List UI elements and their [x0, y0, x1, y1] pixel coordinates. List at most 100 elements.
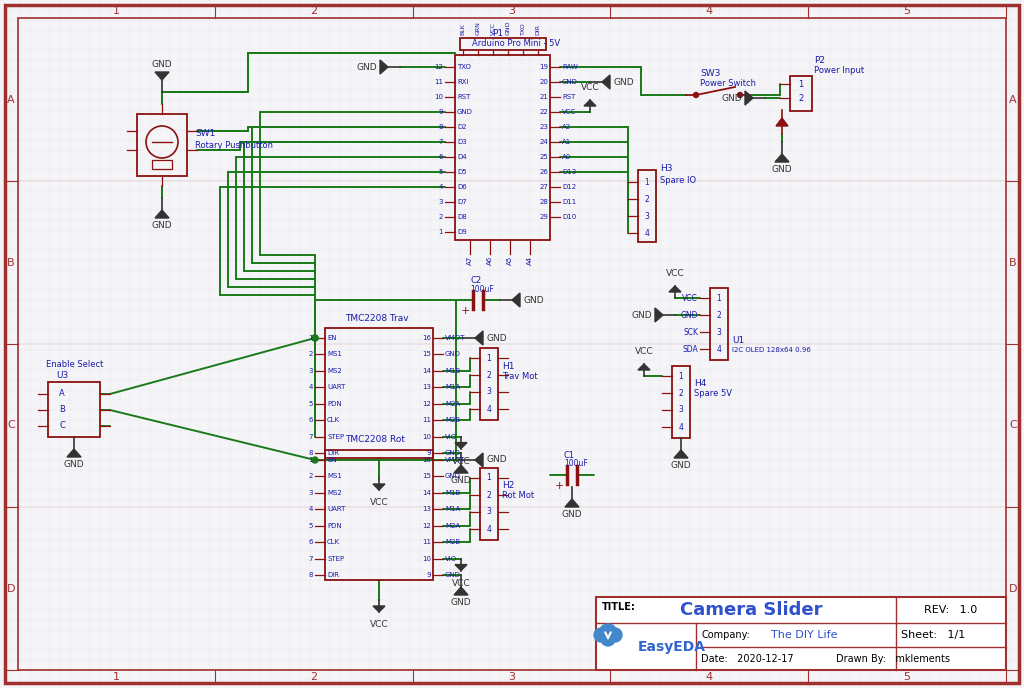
Text: A7: A7 — [467, 256, 473, 266]
Polygon shape — [669, 286, 681, 292]
Text: A: A — [1010, 94, 1017, 105]
Circle shape — [601, 632, 615, 646]
Text: Company:: Company: — [701, 630, 750, 640]
Text: 12: 12 — [422, 523, 431, 528]
Text: TMC2208 Trav: TMC2208 Trav — [345, 314, 409, 323]
Text: 3: 3 — [308, 490, 313, 496]
Text: D7: D7 — [457, 199, 467, 205]
Text: 8: 8 — [438, 124, 443, 130]
Text: 21: 21 — [539, 94, 548, 100]
Text: GRN: GRN — [475, 21, 480, 35]
Bar — [710, 288, 728, 360]
Text: 3: 3 — [486, 387, 492, 396]
Text: 3: 3 — [679, 405, 683, 414]
Text: 5: 5 — [438, 169, 443, 175]
Text: 7: 7 — [308, 556, 313, 561]
Text: 6: 6 — [308, 417, 313, 423]
Text: 1: 1 — [717, 294, 721, 303]
Text: GND: GND — [632, 310, 652, 319]
Text: M1B: M1B — [445, 368, 460, 374]
Polygon shape — [155, 210, 169, 218]
Text: C: C — [59, 422, 65, 431]
Text: 6: 6 — [438, 154, 443, 160]
Text: M2B: M2B — [445, 539, 460, 545]
Text: BLK: BLK — [461, 23, 466, 35]
Text: UART: UART — [327, 385, 345, 390]
Text: U1: U1 — [732, 336, 744, 345]
Bar — [790, 76, 812, 111]
Polygon shape — [155, 72, 169, 80]
Text: VCC: VCC — [452, 579, 470, 588]
Text: RST: RST — [562, 94, 575, 100]
Text: 13: 13 — [422, 385, 431, 390]
Text: GND: GND — [613, 78, 634, 87]
Bar — [325, 328, 433, 458]
Text: VMOT: VMOT — [445, 335, 465, 341]
Text: GND: GND — [506, 21, 511, 35]
Text: I2C OLED 128x64 0.96: I2C OLED 128x64 0.96 — [732, 347, 811, 353]
Text: 1: 1 — [308, 457, 313, 463]
Text: 27: 27 — [539, 184, 548, 190]
Text: GND: GND — [562, 510, 583, 519]
Text: 15: 15 — [422, 473, 431, 480]
Text: +: + — [461, 306, 470, 316]
Text: Rotary Pushbutton: Rotary Pushbutton — [195, 140, 273, 149]
Text: UART: UART — [327, 506, 345, 513]
Text: M2B: M2B — [445, 417, 460, 423]
Text: TXO: TXO — [457, 64, 471, 70]
Text: 2: 2 — [486, 491, 492, 499]
Text: 20: 20 — [539, 79, 548, 85]
Bar — [455, 55, 550, 240]
Text: DIR: DIR — [327, 572, 339, 578]
Text: Trav Mot: Trav Mot — [502, 372, 538, 380]
Bar — [638, 170, 656, 242]
Text: SCK: SCK — [683, 327, 698, 336]
Circle shape — [693, 92, 698, 98]
Text: GND: GND — [445, 473, 461, 480]
Text: Drawn By:   mklements: Drawn By: mklements — [836, 654, 950, 664]
Text: 24: 24 — [540, 139, 548, 145]
Text: 12: 12 — [422, 400, 431, 407]
Text: 2: 2 — [310, 6, 317, 16]
Text: 29: 29 — [539, 214, 548, 220]
Text: 10: 10 — [422, 556, 431, 561]
Text: VIO: VIO — [445, 556, 457, 561]
Text: 3: 3 — [644, 211, 649, 220]
Polygon shape — [584, 100, 596, 106]
Text: GND: GND — [562, 79, 578, 85]
Text: 1: 1 — [486, 473, 492, 482]
Text: 5: 5 — [308, 523, 313, 528]
Bar — [596, 597, 1006, 670]
Text: 28: 28 — [539, 199, 548, 205]
Text: C: C — [7, 420, 15, 431]
Bar — [480, 348, 498, 420]
Text: VCC: VCC — [635, 347, 653, 356]
Text: 4: 4 — [438, 184, 443, 190]
Polygon shape — [674, 450, 688, 458]
Text: VCC: VCC — [581, 83, 599, 92]
Circle shape — [594, 628, 608, 642]
Text: 2: 2 — [310, 672, 317, 682]
Text: VIO: VIO — [445, 433, 457, 440]
Text: EasyEDA: EasyEDA — [638, 640, 706, 654]
Text: P2: P2 — [814, 56, 825, 65]
Text: D: D — [1009, 583, 1017, 594]
Text: 9: 9 — [438, 109, 443, 115]
Text: H2: H2 — [502, 482, 514, 491]
Text: 11: 11 — [434, 79, 443, 85]
Text: TITLE:: TITLE: — [602, 602, 636, 612]
Text: A: A — [59, 389, 65, 398]
Text: 5: 5 — [903, 6, 910, 16]
Polygon shape — [745, 91, 753, 105]
Text: 16: 16 — [422, 457, 431, 463]
Text: 8: 8 — [308, 572, 313, 578]
Text: STEP: STEP — [327, 556, 344, 561]
Polygon shape — [565, 499, 579, 507]
Text: GND: GND — [451, 476, 471, 485]
Bar — [137, 114, 187, 176]
Text: A6: A6 — [487, 256, 493, 266]
Text: GND: GND — [772, 165, 793, 174]
Text: D9: D9 — [457, 229, 467, 235]
Text: 11: 11 — [422, 539, 431, 545]
Text: 4: 4 — [706, 672, 713, 682]
